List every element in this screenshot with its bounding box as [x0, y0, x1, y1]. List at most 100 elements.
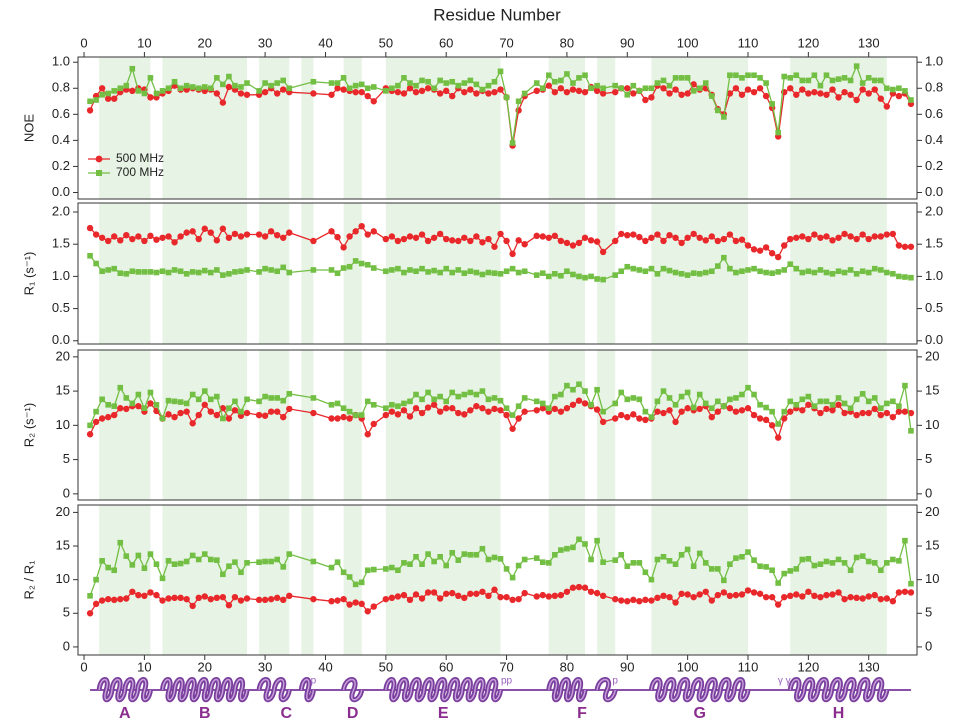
marker	[238, 84, 244, 90]
marker	[370, 420, 377, 428]
marker	[99, 396, 105, 403]
marker	[268, 395, 274, 401]
marker	[424, 404, 432, 411]
marker	[328, 401, 335, 408]
y-tick-label: 20	[56, 504, 70, 519]
marker	[171, 413, 178, 421]
marker	[721, 114, 727, 120]
marker	[757, 401, 763, 408]
marker	[479, 545, 486, 552]
x-tick-label-top: 50	[379, 35, 393, 50]
y-tick-label: 0.4	[52, 132, 70, 147]
marker	[207, 556, 214, 563]
marker	[618, 268, 625, 275]
marker	[835, 268, 842, 275]
marker	[762, 92, 770, 100]
marker	[497, 86, 504, 93]
helix-label: B	[199, 705, 211, 722]
marker	[449, 405, 456, 412]
marker	[346, 574, 353, 580]
x-tick-label-bottom: 30	[258, 659, 272, 674]
marker	[871, 86, 878, 93]
marker	[612, 400, 619, 407]
marker	[117, 405, 124, 412]
marker	[696, 591, 703, 598]
marker	[564, 545, 570, 552]
marker	[581, 234, 589, 241]
marker	[328, 415, 335, 422]
y-tick-label: 1.0	[52, 268, 70, 283]
marker	[388, 594, 396, 602]
marker	[727, 265, 733, 272]
marker	[618, 597, 625, 604]
marker	[817, 267, 824, 273]
marker	[745, 384, 751, 391]
marker	[346, 233, 353, 240]
helix-band	[301, 203, 314, 344]
marker	[165, 85, 172, 92]
marker	[412, 234, 420, 241]
y-tick-label: 0.2	[52, 158, 70, 173]
marker	[442, 590, 450, 597]
x-tick-label-top: 0	[80, 35, 87, 50]
marker	[436, 230, 444, 238]
marker	[177, 409, 184, 417]
marker	[237, 597, 245, 604]
helix-highlight	[342, 678, 363, 701]
marker	[255, 231, 263, 238]
helix-band	[343, 203, 362, 344]
marker	[407, 561, 413, 567]
marker	[654, 408, 661, 415]
y-tick-label-right: 0.0	[925, 184, 943, 199]
marker	[177, 268, 184, 275]
marker	[841, 230, 848, 238]
marker	[280, 397, 287, 404]
panel-frame	[77, 202, 918, 345]
marker	[346, 85, 353, 92]
marker	[696, 405, 703, 413]
marker	[201, 388, 208, 394]
marker	[612, 415, 619, 422]
marker	[455, 267, 462, 273]
marker	[636, 597, 643, 605]
marker	[455, 393, 462, 400]
marker	[708, 413, 715, 421]
helix-label: F	[577, 705, 587, 722]
marker	[539, 591, 546, 599]
marker	[745, 72, 751, 79]
marker	[165, 558, 172, 564]
marker	[660, 237, 667, 245]
marker	[890, 556, 896, 563]
marker	[93, 408, 99, 415]
marker	[491, 395, 498, 401]
marker	[787, 398, 794, 405]
helix-highlight	[258, 678, 290, 701]
marker	[823, 72, 830, 79]
marker	[883, 103, 891, 110]
marker	[92, 600, 100, 608]
marker	[678, 408, 685, 415]
marker	[678, 590, 685, 597]
marker	[449, 78, 456, 85]
marker	[569, 584, 577, 591]
marker	[352, 581, 359, 588]
marker	[274, 80, 280, 86]
marker	[442, 87, 450, 95]
marker	[334, 415, 341, 422]
marker	[412, 88, 420, 96]
marker	[485, 235, 492, 243]
marker	[570, 80, 576, 86]
marker	[395, 82, 401, 89]
marker	[231, 593, 239, 601]
marker	[479, 388, 486, 394]
marker	[135, 391, 142, 398]
marker	[877, 411, 884, 419]
marker	[853, 63, 860, 69]
marker	[491, 88, 498, 96]
marker	[732, 408, 740, 415]
marker	[895, 242, 903, 249]
marker	[533, 272, 540, 278]
marker	[594, 386, 600, 393]
marker	[835, 76, 842, 82]
helix-highlight	[650, 678, 749, 701]
